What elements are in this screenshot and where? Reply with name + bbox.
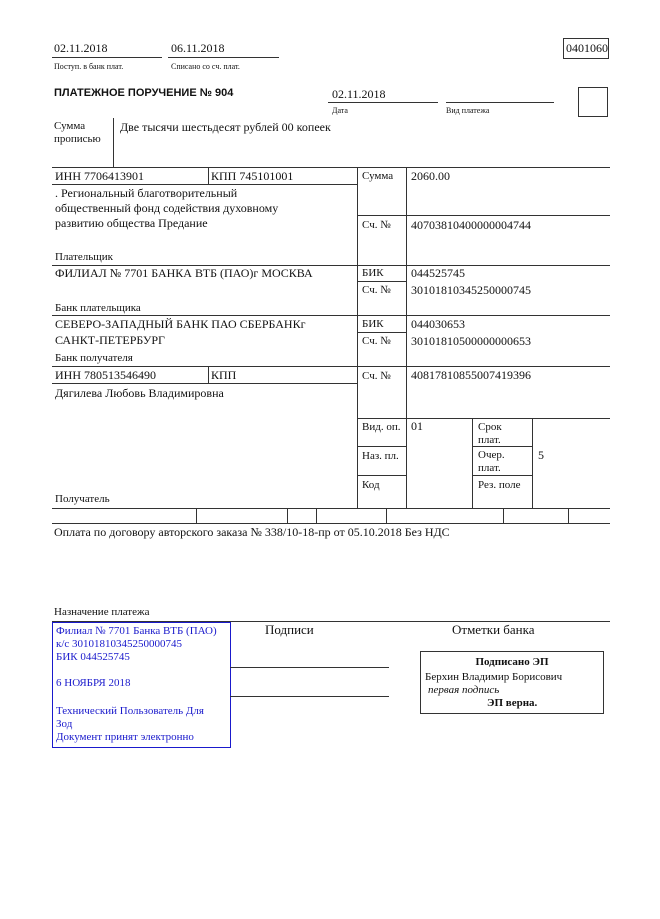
signer-role: первая подпись xyxy=(428,684,500,696)
recipient-bank-name: СЕВЕРО-ЗАПАДНЫЙ БАНК ПАО СБЕРБАНКг xyxy=(55,317,306,331)
stamp-line: Документ принят электронно xyxy=(56,731,194,743)
purpose-code-label: Наз. пл. xyxy=(362,450,399,462)
payer-account: 40703810400000004744 xyxy=(411,218,531,232)
recipient-kpp: КПП xyxy=(211,368,237,382)
code-label: Код xyxy=(362,479,380,491)
payer-inn: ИНН 7706413901 xyxy=(55,169,144,183)
recipient-label: Получатель xyxy=(55,493,110,505)
recipient-bank-name: САНКТ-ПЕТЕРБУРГ xyxy=(55,333,165,347)
signatures-label: Подписи xyxy=(265,622,314,637)
recipient-bank-bik: 044030653 xyxy=(411,317,465,331)
payer-label: Плательщик xyxy=(55,251,113,263)
stamp-line: Зод xyxy=(56,718,73,730)
priority: 5 xyxy=(538,448,544,462)
signature-line-2 xyxy=(230,696,389,697)
signer-name: Берхин Владимир Борисович xyxy=(425,671,563,683)
priority-label-2: плат. xyxy=(478,462,501,474)
payer-account-label: Сч. № xyxy=(362,219,391,231)
debited-date: 06.11.2018 xyxy=(171,41,225,55)
signature-verification-box: Подписано ЭП Берхин Владимир Борисович п… xyxy=(420,651,604,714)
stamp-line: Филиал № 7701 Банка ВТБ (ПАО) xyxy=(56,625,217,637)
document-date: 02.11.2018 xyxy=(332,87,386,101)
recipient-inn: ИНН 780513546490 xyxy=(55,368,156,382)
op-type: 01 xyxy=(411,419,423,433)
form-code: 0401060 xyxy=(566,41,608,55)
reserve-label: Рез. поле xyxy=(478,479,521,491)
payer-name-line: . Региональный благотворительный xyxy=(55,186,238,200)
received-label: Поступ. в банк плат. xyxy=(54,62,124,71)
payer-name-line: развитию общества Предание xyxy=(55,216,208,230)
signed-label: Подписано ЭП xyxy=(475,656,549,668)
op-type-label: Вид. оп. xyxy=(362,421,401,433)
form-code-box: 0401060 xyxy=(563,38,609,59)
payer-bank-name: ФИЛИАЛ № 7701 БАНКА ВТБ (ПАО)г МОСКВА xyxy=(55,266,313,280)
bank-marks-label: Отметки банка xyxy=(452,622,535,637)
payer-bank-account-label: Сч. № xyxy=(362,284,391,296)
debited-label: Списано со сч. плат. xyxy=(171,62,240,71)
date-label: Дата xyxy=(332,106,348,115)
purpose-label: Назначение платежа xyxy=(54,606,150,618)
stamp-line: к/с 30101810345250000745 xyxy=(56,638,183,650)
recipient-bank-account: 30101810500000000653 xyxy=(411,334,531,348)
stamp-line: Технический Пользователь Для xyxy=(56,705,204,717)
bank-stamp: Филиал № 7701 Банка ВТБ (ПАО) к/с 301018… xyxy=(52,622,231,748)
payer-bank-label: Банк плательщика xyxy=(55,302,141,314)
payer-bank-bik: 044525745 xyxy=(411,266,465,280)
amount-words: Две тысячи шестьдесят рублей 00 копеек xyxy=(120,120,331,134)
payer-name-line: общественный фонд содействия духовному xyxy=(55,201,279,215)
recipient-account: 40817810855007419396 xyxy=(411,368,531,382)
page-title: ПЛАТЕЖНОЕ ПОРУЧЕНИЕ № 904 xyxy=(54,87,234,99)
term-label-2: плат. xyxy=(478,434,501,446)
received-date: 02.11.2018 xyxy=(54,41,108,55)
recipient-name: Дягилева Любовь Владимировна xyxy=(55,386,224,400)
term-label: Срок xyxy=(478,421,502,433)
stamp-line: 6 НОЯБРЯ 2018 xyxy=(56,677,131,689)
priority-label: Очер. xyxy=(478,449,505,461)
recipient-bank-label: Банк получателя xyxy=(55,352,133,364)
recipient-bank-account-label: Сч. № xyxy=(362,335,391,347)
stamp-line: БИК 044525745 xyxy=(56,651,130,663)
amount: 2060.00 xyxy=(411,169,450,183)
payer-kpp: КПП 745101001 xyxy=(211,169,294,183)
payment-type-box xyxy=(578,87,608,117)
amount-words-label: Сумма xyxy=(54,120,86,132)
payer-bank-bik-label: БИК xyxy=(362,267,384,279)
purpose-text: Оплата по договору авторского заказа № 3… xyxy=(54,525,450,539)
payer-bank-account: 30101810345250000745 xyxy=(411,283,531,297)
signature-valid: ЭП верна. xyxy=(487,697,538,709)
payment-type-label: Вид платежа xyxy=(446,106,490,115)
signature-line-1 xyxy=(230,667,389,668)
recipient-bank-bik-label: БИК xyxy=(362,318,384,330)
recipient-account-label: Сч. № xyxy=(362,370,391,382)
amount-label: Сумма xyxy=(362,170,394,182)
amount-words-label-2: прописью xyxy=(54,133,101,145)
